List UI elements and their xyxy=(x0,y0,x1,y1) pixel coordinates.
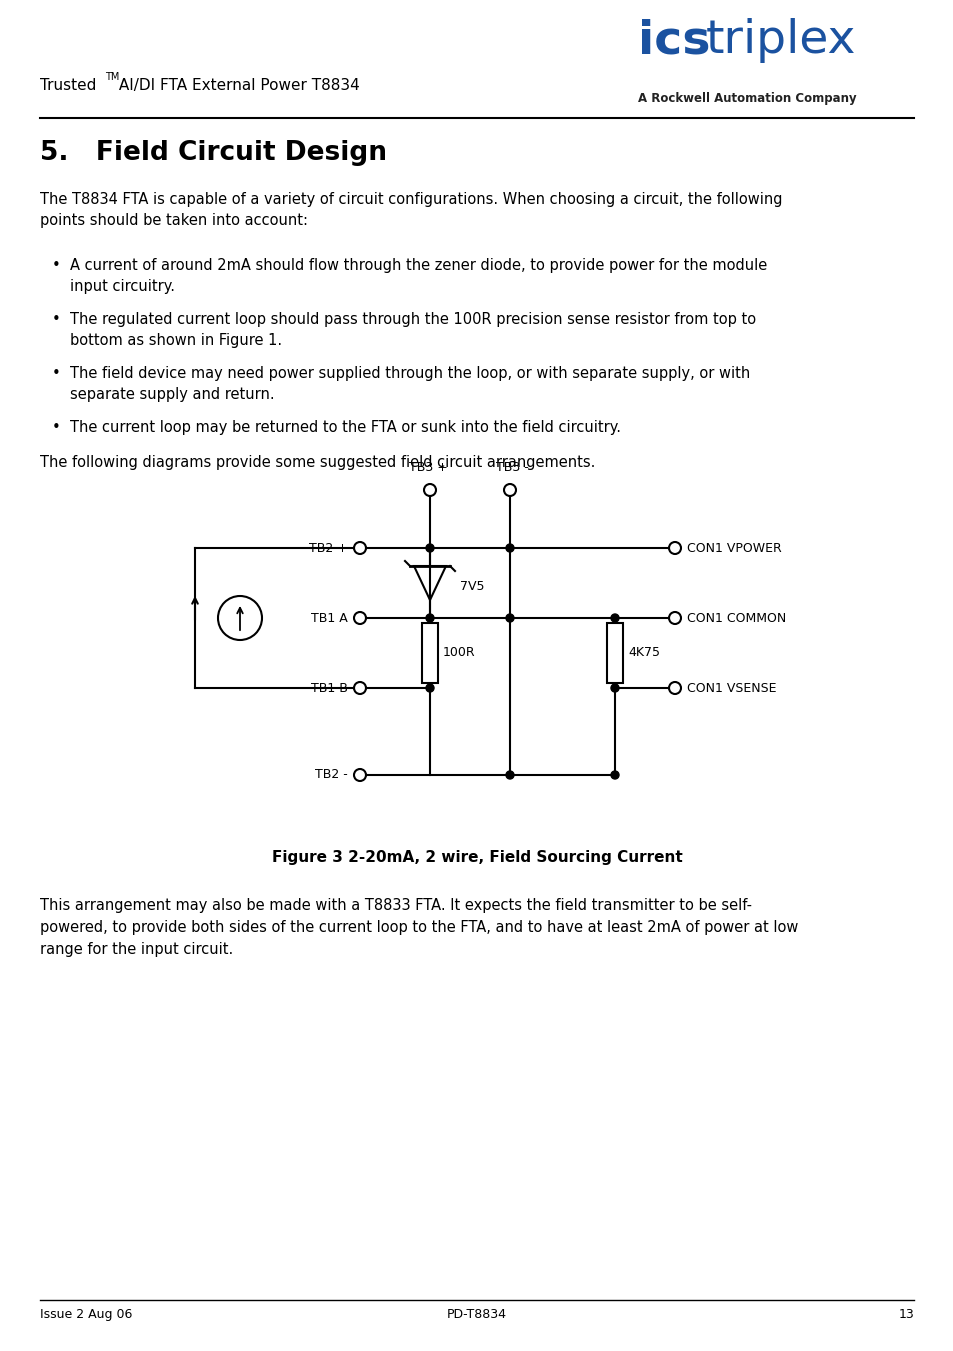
Text: TB2 -: TB2 - xyxy=(314,769,348,781)
Text: PD-T8834: PD-T8834 xyxy=(447,1308,506,1321)
Text: AI/DI FTA External Power T8834: AI/DI FTA External Power T8834 xyxy=(113,78,359,93)
Text: Figure 3 2-20mA, 2 wire, Field Sourcing Current: Figure 3 2-20mA, 2 wire, Field Sourcing … xyxy=(272,850,681,865)
Text: This arrangement may also be made with a T8833 FTA. It expects the field transmi: This arrangement may also be made with a… xyxy=(40,898,798,958)
Text: 5.   Field Circuit Design: 5. Field Circuit Design xyxy=(40,141,387,166)
Circle shape xyxy=(426,613,434,621)
Text: Trusted: Trusted xyxy=(40,78,96,93)
Circle shape xyxy=(505,544,514,553)
Text: The T8834 FTA is capable of a variety of circuit configurations. When choosing a: The T8834 FTA is capable of a variety of… xyxy=(40,192,781,228)
Circle shape xyxy=(505,613,514,621)
Bar xyxy=(606,623,622,684)
Text: triplex: triplex xyxy=(705,18,856,63)
Text: CON1 VPOWER: CON1 VPOWER xyxy=(686,542,781,554)
Text: TB2 +: TB2 + xyxy=(309,542,348,554)
Circle shape xyxy=(610,684,618,692)
Text: Issue 2 Aug 06: Issue 2 Aug 06 xyxy=(40,1308,132,1321)
Text: A current of around 2mA should flow through the zener diode, to provide power fo: A current of around 2mA should flow thro… xyxy=(70,258,766,295)
Text: TB3 -: TB3 - xyxy=(496,461,528,474)
Text: •: • xyxy=(52,258,61,273)
Text: TB1 A: TB1 A xyxy=(311,612,348,624)
Circle shape xyxy=(610,613,618,621)
Text: ics: ics xyxy=(638,18,710,63)
Text: The regulated current loop should pass through the 100R precision sense resistor: The regulated current loop should pass t… xyxy=(70,312,756,349)
Text: •: • xyxy=(52,366,61,381)
Text: •: • xyxy=(52,312,61,327)
Text: TM: TM xyxy=(105,72,119,82)
Circle shape xyxy=(505,771,514,780)
Text: CON1 VSENSE: CON1 VSENSE xyxy=(686,681,776,694)
Text: 7V5: 7V5 xyxy=(459,581,484,593)
Text: The field device may need power supplied through the loop, or with separate supp: The field device may need power supplied… xyxy=(70,366,749,403)
Text: CON1 COMMON: CON1 COMMON xyxy=(686,612,785,624)
Circle shape xyxy=(426,544,434,553)
Text: TB3 +: TB3 + xyxy=(408,461,447,474)
Text: The current loop may be returned to the FTA or sunk into the field circuitry.: The current loop may be returned to the … xyxy=(70,420,620,435)
Text: A Rockwell Automation Company: A Rockwell Automation Company xyxy=(638,92,856,105)
Text: TB1 B: TB1 B xyxy=(311,681,348,694)
Circle shape xyxy=(610,771,618,780)
Text: 13: 13 xyxy=(898,1308,913,1321)
Circle shape xyxy=(426,684,434,692)
Text: 100R: 100R xyxy=(442,647,476,659)
Text: 4K75: 4K75 xyxy=(627,647,659,659)
Text: •: • xyxy=(52,420,61,435)
Bar xyxy=(421,623,437,684)
Text: The following diagrams provide some suggested field circuit arrangements.: The following diagrams provide some sugg… xyxy=(40,455,595,470)
